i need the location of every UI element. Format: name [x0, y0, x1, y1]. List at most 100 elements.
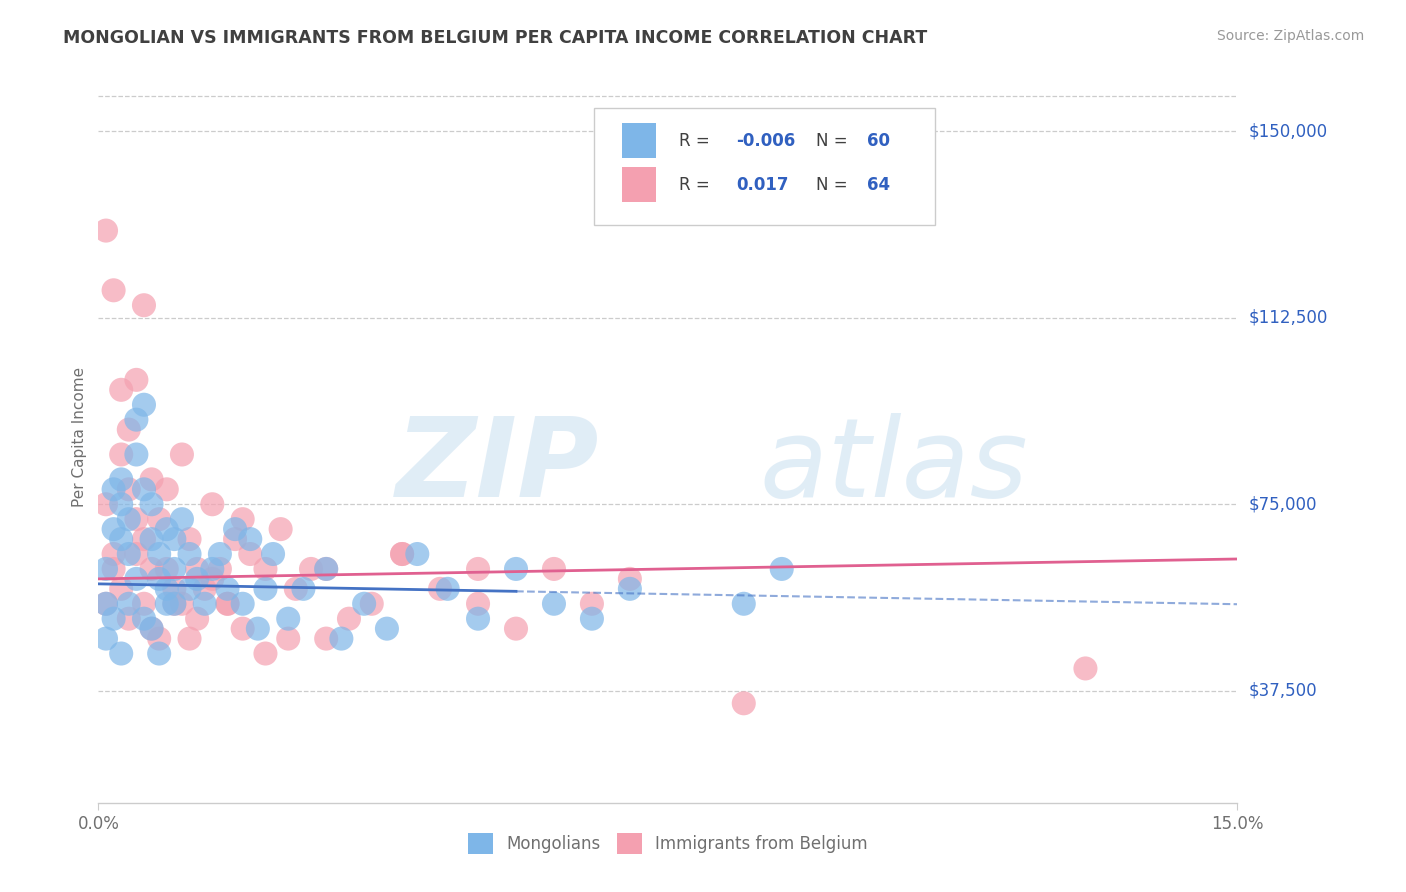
- Point: [163, 562, 186, 576]
- Point: [194, 597, 217, 611]
- Point: [94, 224, 117, 238]
- Point: [262, 547, 284, 561]
- Text: 64: 64: [868, 176, 890, 194]
- Point: [224, 522, 246, 536]
- Point: [141, 472, 163, 486]
- Point: [170, 512, 193, 526]
- Point: [118, 423, 141, 437]
- Point: [543, 597, 565, 611]
- Point: [110, 532, 132, 546]
- Point: [315, 632, 337, 646]
- Point: [125, 547, 148, 561]
- Point: [391, 547, 413, 561]
- Point: [360, 597, 382, 611]
- Point: [156, 483, 179, 497]
- Point: [217, 582, 239, 596]
- Text: N =: N =: [815, 176, 853, 194]
- Point: [103, 522, 125, 536]
- Point: [770, 562, 793, 576]
- Text: -0.006: -0.006: [737, 132, 796, 150]
- Point: [467, 562, 489, 576]
- Point: [110, 582, 132, 596]
- Point: [141, 622, 163, 636]
- Point: [103, 483, 125, 497]
- Point: [391, 547, 413, 561]
- Point: [254, 647, 277, 661]
- Point: [194, 582, 217, 596]
- Point: [186, 612, 208, 626]
- Point: [239, 532, 262, 546]
- Point: [505, 562, 527, 576]
- Bar: [623, 167, 657, 202]
- Point: [118, 597, 141, 611]
- Point: [125, 373, 148, 387]
- Text: $150,000: $150,000: [1249, 122, 1327, 140]
- Point: [110, 472, 132, 486]
- Point: [132, 483, 155, 497]
- Point: [733, 696, 755, 710]
- Point: [94, 597, 117, 611]
- Point: [148, 547, 170, 561]
- Point: [156, 562, 179, 576]
- Point: [353, 597, 375, 611]
- Point: [581, 612, 603, 626]
- Point: [292, 582, 315, 596]
- Point: [94, 497, 117, 511]
- Point: [94, 597, 117, 611]
- Point: [132, 532, 155, 546]
- Point: [125, 412, 148, 426]
- Point: [201, 497, 224, 511]
- Point: [110, 448, 132, 462]
- Point: [254, 562, 277, 576]
- Point: [543, 562, 565, 576]
- Point: [277, 632, 299, 646]
- Point: [132, 398, 155, 412]
- Point: [232, 622, 254, 636]
- Point: [132, 597, 155, 611]
- Point: [103, 547, 125, 561]
- Point: [156, 597, 179, 611]
- Text: R =: R =: [679, 132, 716, 150]
- Point: [315, 562, 337, 576]
- Point: [270, 522, 292, 536]
- Point: [186, 562, 208, 576]
- Point: [429, 582, 451, 596]
- Point: [208, 547, 231, 561]
- Point: [163, 532, 186, 546]
- Point: [201, 562, 224, 576]
- Text: atlas: atlas: [759, 413, 1028, 520]
- Point: [141, 497, 163, 511]
- Point: [103, 562, 125, 576]
- Point: [217, 597, 239, 611]
- Point: [217, 597, 239, 611]
- Text: N =: N =: [815, 132, 853, 150]
- Point: [619, 572, 641, 586]
- Point: [337, 612, 360, 626]
- Point: [581, 597, 603, 611]
- Point: [277, 612, 299, 626]
- Y-axis label: Per Capita Income: Per Capita Income: [72, 367, 87, 508]
- Point: [148, 632, 170, 646]
- Point: [467, 597, 489, 611]
- Legend: Mongolians, Immigrants from Belgium: Mongolians, Immigrants from Belgium: [461, 827, 875, 860]
- Point: [141, 532, 163, 546]
- Point: [148, 512, 170, 526]
- Point: [148, 572, 170, 586]
- Point: [619, 582, 641, 596]
- Point: [103, 283, 125, 297]
- Point: [125, 572, 148, 586]
- Point: [224, 532, 246, 546]
- Point: [239, 547, 262, 561]
- Point: [232, 512, 254, 526]
- Point: [141, 562, 163, 576]
- Text: $75,000: $75,000: [1249, 495, 1317, 513]
- Point: [132, 612, 155, 626]
- Point: [94, 562, 117, 576]
- Text: 0.017: 0.017: [737, 176, 789, 194]
- Point: [246, 622, 269, 636]
- Text: R =: R =: [679, 176, 716, 194]
- Point: [284, 582, 307, 596]
- Point: [299, 562, 322, 576]
- Point: [170, 448, 193, 462]
- Point: [156, 582, 179, 596]
